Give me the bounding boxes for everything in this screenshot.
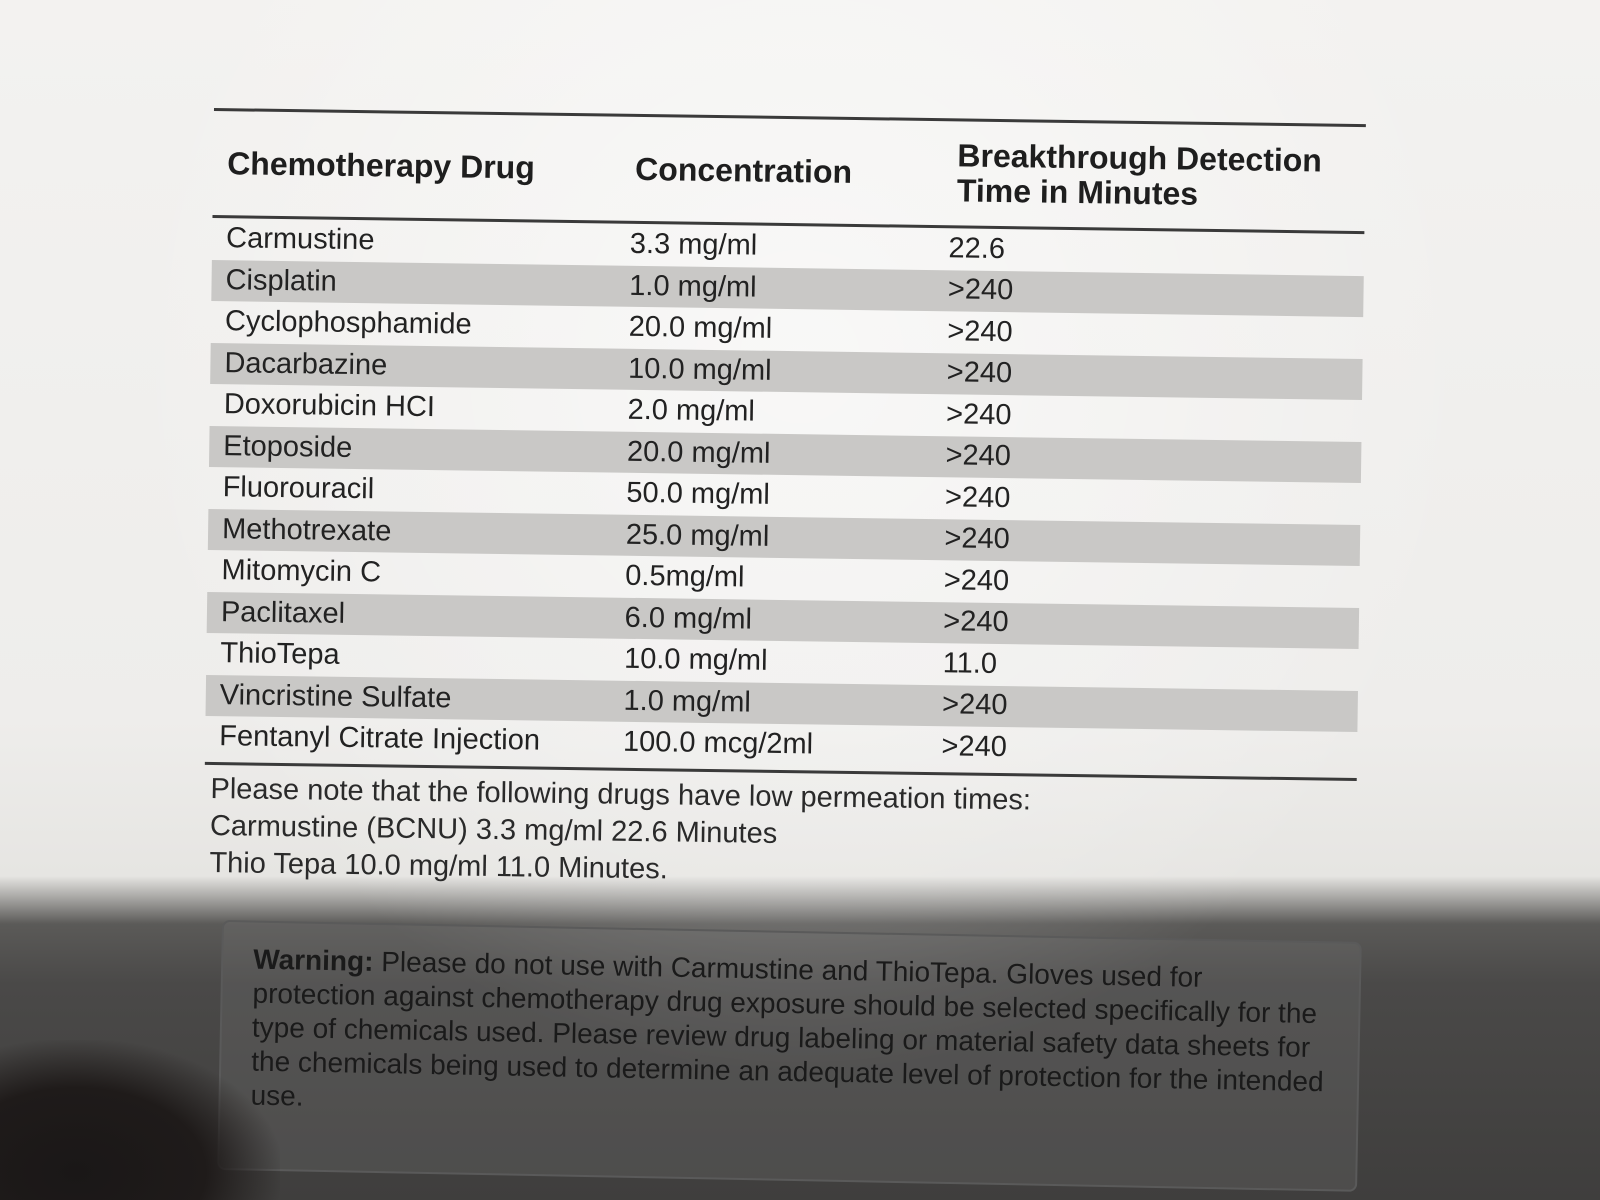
cell-concentration: 0.5mg/ml <box>625 560 745 594</box>
cell-concentration: 3.3 mg/ml <box>629 228 758 262</box>
cell-concentration: 1.0 mg/ml <box>629 269 757 304</box>
cell-drug: Fentanyl Citrate Injection <box>219 720 541 757</box>
table-header: Chemotherapy Drug Concentration Breakthr… <box>213 111 1384 231</box>
cell-concentration: 20.0 mg/ml <box>626 435 771 470</box>
cell-concentration: 1.0 mg/ml <box>623 684 752 719</box>
cell-breakthrough-time: >240 <box>944 522 1010 556</box>
cell-concentration: 10.0 mg/ml <box>623 643 768 678</box>
header-time-line2: Time in Minutes <box>956 172 1199 212</box>
header-concentration: Concentration <box>634 150 853 190</box>
cell-drug: Cyclophosphamide <box>224 305 472 341</box>
cell-drug: Etoposide <box>223 429 353 464</box>
cell-breakthrough-time: >240 <box>943 605 1009 639</box>
low-permeation-note: Please note that the following drugs hav… <box>203 770 1374 897</box>
cell-drug: Paclitaxel <box>220 595 346 630</box>
warning-box: Warning: Please do not use with Carmusti… <box>217 920 1362 1192</box>
cell-breakthrough-time: >240 <box>941 730 1008 763</box>
table-body: Carmustine 3.3 mg/ml 22.6 Cisplatin 1.0 mg/m… <box>205 218 1382 774</box>
cell-concentration: 2.0 mg/ml <box>627 394 756 428</box>
cell-drug: Methotrexate <box>221 512 392 548</box>
cell-breakthrough-time: >240 <box>945 439 1012 473</box>
cell-drug: Mitomycin C <box>221 554 382 589</box>
cell-breakthrough-time: >240 <box>944 481 1011 514</box>
cell-concentration: 6.0 mg/ml <box>624 601 753 636</box>
cell-concentration: 50.0 mg/ml <box>626 477 771 512</box>
cell-concentration: 10.0 mg/ml <box>627 352 772 387</box>
header-breakthrough-time: Breakthrough Detection Time in Minutes <box>956 137 1378 214</box>
cell-drug: Doxorubicin HCI <box>223 388 436 424</box>
permeation-table-section: Chemotherapy Drug Concentration Breakthr… <box>203 108 1384 898</box>
cell-breakthrough-time: >240 <box>947 273 1014 307</box>
cell-concentration: 20.0 mg/ml <box>628 311 773 346</box>
cell-drug: Cisplatin <box>225 263 338 298</box>
cell-breakthrough-time: >240 <box>941 688 1008 722</box>
cell-breakthrough-time: >240 <box>945 398 1012 431</box>
warning-label: Warning: <box>252 943 374 977</box>
cell-drug: ThioTepa <box>220 637 340 672</box>
cell-drug: Vincristine Sulfate <box>219 678 452 715</box>
cell-breakthrough-time: >240 <box>943 564 1010 597</box>
cell-breakthrough-time: 22.6 <box>948 232 1006 265</box>
cell-concentration: 25.0 mg/ml <box>625 518 770 553</box>
cell-drug: Fluorouracil <box>222 471 375 506</box>
cell-breakthrough-time: >240 <box>947 315 1013 348</box>
cell-breakthrough-time: 11.0 <box>942 647 998 680</box>
finger-shadow <box>0 1040 280 1200</box>
header-drug: Chemotherapy Drug <box>226 144 536 185</box>
warning-text: Please do not use with Carmustine and Th… <box>250 946 1324 1112</box>
cell-concentration: 100.0 mcg/2ml <box>622 726 814 761</box>
cell-drug: Dacarbazine <box>224 346 388 382</box>
cell-drug: Carmustine <box>225 222 375 257</box>
cell-breakthrough-time: >240 <box>946 356 1013 390</box>
